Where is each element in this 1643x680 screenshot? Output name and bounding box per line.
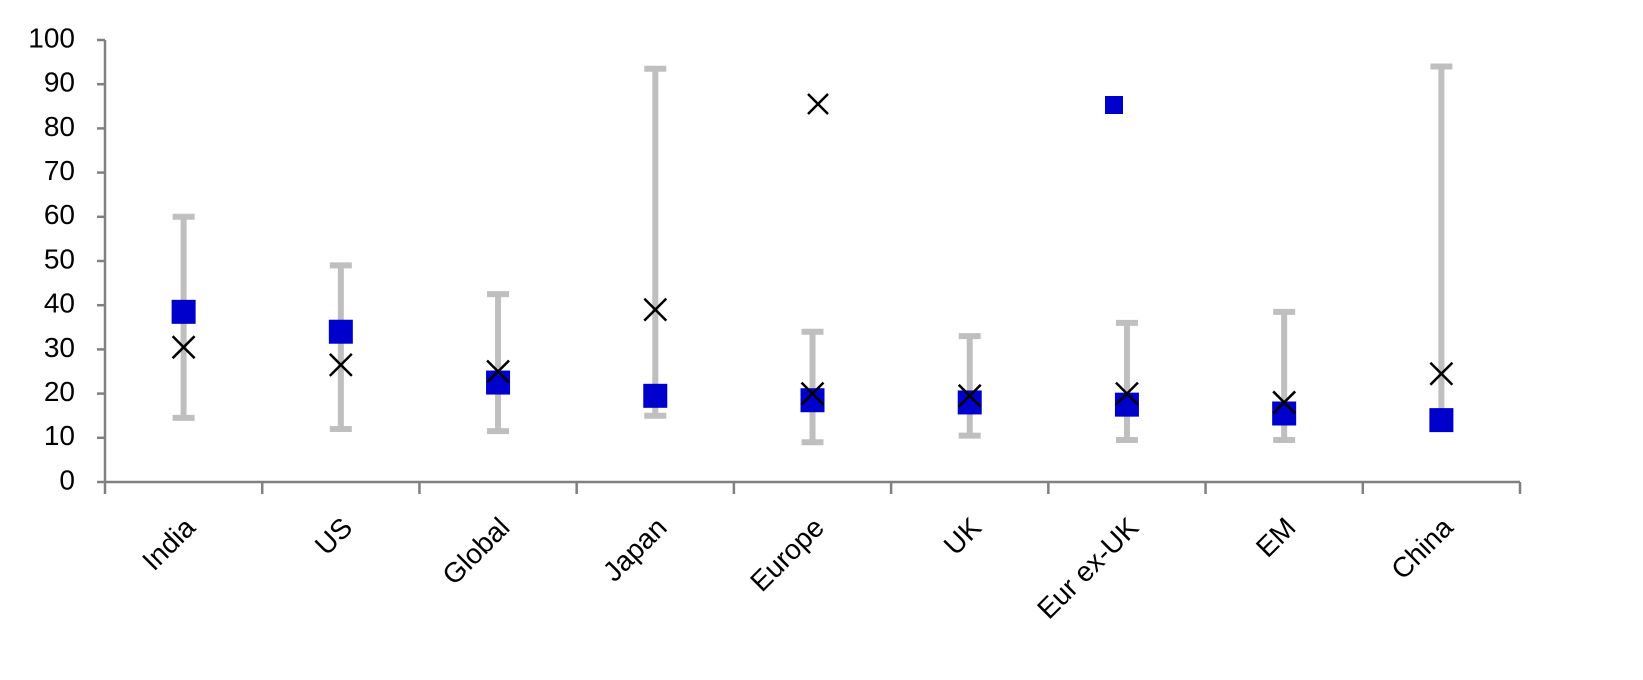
range-bar [487,291,510,435]
y-tick-label: 100 [28,22,75,53]
y-tick-label: 50 [44,243,75,274]
square-marker [1429,408,1454,433]
y-tick-label: 40 [44,288,75,319]
x-tick-label: UK [938,511,988,561]
x-tick-label: Japan [597,512,673,588]
y-tick-label: 70 [44,155,75,186]
range-bar [958,333,981,439]
square-marker [328,319,353,344]
x-marker [800,381,825,406]
x-tick-label: Eur ex-UK [1031,511,1144,624]
x-tick-label: US [309,512,358,561]
x-tick-label: Global [436,512,515,591]
square-marker [957,390,982,415]
x-marker [1115,381,1139,406]
x-marker [1272,390,1297,415]
x-marker [957,383,982,408]
x-marker [171,335,196,360]
range-bar [1115,319,1138,444]
square-marker [1272,401,1297,426]
range-bar [644,65,667,419]
x-tick-label: China [1385,511,1459,585]
range-bar [801,328,824,446]
legend-square-marker [1105,96,1123,114]
square-marker [800,388,825,413]
x-marker [328,352,353,377]
range-bar [329,262,352,432]
y-tick-label: 20 [44,376,75,407]
legend-markers [807,93,1123,115]
x-marker [486,359,510,384]
range-bar [1430,63,1453,428]
x-marker [643,297,668,322]
y-tick-label: 80 [44,111,75,142]
x-tick-label: India [136,511,201,576]
x-tick-label: Europe [744,512,830,598]
y-tick-label: 60 [44,199,75,230]
square-marker [643,383,668,408]
y-tick-label: 10 [44,420,75,451]
legend-x-marker [807,93,829,115]
x-marker [1429,361,1454,386]
square-marker [486,370,511,395]
y-tick-label: 0 [59,464,75,495]
square-marker [171,299,196,324]
y-tick-label: 30 [44,332,75,363]
x-tick-label: EM [1250,512,1302,564]
y-tick-label: 90 [44,67,75,98]
square-marker [1114,392,1139,417]
